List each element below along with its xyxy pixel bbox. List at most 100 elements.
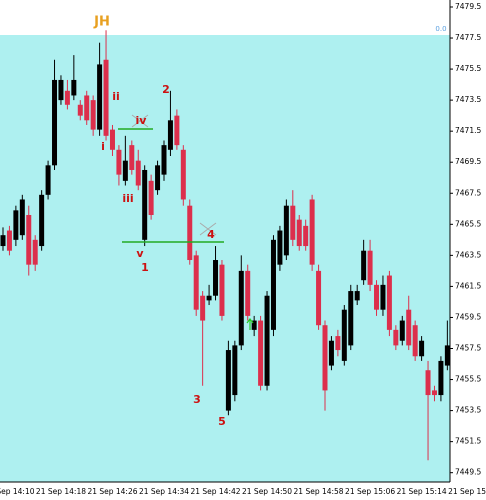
candle-body — [328, 340, 334, 366]
candle-body — [97, 64, 103, 130]
y-tick-label: 7457.5 — [455, 343, 481, 352]
candle-body — [142, 169, 148, 240]
candle-body — [386, 275, 392, 330]
annotation: JH — [93, 15, 110, 30]
annotation: 0.0 — [435, 25, 446, 33]
candle-body — [374, 284, 380, 310]
y-tick-label: 7477.5 — [455, 33, 481, 42]
y-tick-label: 7465.5 — [455, 219, 481, 228]
candle-body — [103, 59, 109, 136]
y-tick-label: 7451.5 — [455, 437, 481, 446]
annotation: 1 — [141, 261, 149, 274]
annotation: 3 — [193, 393, 201, 406]
y-tick-label: 7463.5 — [455, 250, 481, 259]
candle-body — [122, 160, 128, 181]
x-tick-label: 21 Sep 14:58 — [294, 487, 344, 496]
candle-body — [393, 329, 399, 346]
candle-body — [174, 115, 180, 146]
candle-body — [406, 309, 412, 346]
arrow — [246, 318, 254, 330]
candle-body — [264, 295, 270, 386]
candle-body — [361, 250, 367, 281]
annotation: iii — [122, 192, 133, 205]
y-tick-label: 7475.5 — [455, 64, 481, 73]
candle-body — [303, 225, 309, 247]
candle-body — [90, 100, 96, 130]
marker — [131, 114, 149, 128]
x-tick-label: 21 Sep 14:50 — [242, 487, 292, 496]
y-tick-label: 7473.5 — [455, 95, 481, 104]
candle-body — [77, 104, 83, 116]
candle-body — [206, 295, 212, 301]
candle-body — [258, 320, 264, 386]
candle-body — [348, 291, 354, 346]
y-tick-label: 7453.5 — [455, 406, 481, 415]
candle-body — [161, 145, 167, 175]
x-tick-label: 21 Sep 15:22 — [448, 487, 486, 496]
y-tick-label: 7467.5 — [455, 188, 481, 197]
y-tick-label: 7479.5 — [455, 2, 481, 11]
candle-body — [219, 264, 225, 316]
candle-body — [71, 79, 77, 96]
plot-area — [0, 35, 450, 482]
candle-body — [425, 370, 431, 396]
candle-body — [135, 160, 141, 186]
candle-body — [19, 199, 25, 236]
candle-body — [367, 250, 373, 285]
y-tick-label: 7455.5 — [455, 375, 481, 384]
candle-body — [64, 90, 70, 105]
candle-body — [39, 194, 45, 247]
candle-body — [277, 230, 283, 265]
candle-body — [187, 205, 193, 261]
candle-body — [13, 210, 19, 240]
candle-body — [412, 325, 418, 357]
candle-body — [316, 270, 322, 326]
annotation: i — [101, 140, 105, 153]
candle-body — [335, 336, 341, 351]
candle-body — [155, 165, 161, 191]
annotation: 4 — [207, 228, 215, 241]
candle-body — [129, 145, 135, 170]
candle-body — [341, 309, 347, 361]
candle-body — [290, 205, 296, 240]
candle-body — [116, 149, 122, 175]
candle-body — [193, 255, 199, 310]
candle-body — [245, 270, 251, 316]
candle-body — [431, 390, 437, 396]
candle-body — [438, 360, 444, 396]
x-tick-label: 21 Sep 15:06 — [345, 487, 395, 496]
candle-body — [270, 239, 276, 330]
annotation: iv — [136, 114, 148, 127]
x-tick-label: 21 Sep 14:10 — [0, 487, 35, 496]
candle-body — [213, 260, 219, 296]
annotation: 2 — [162, 83, 170, 96]
candle-body — [52, 79, 58, 166]
annotation: 5 — [218, 415, 226, 428]
x-tick-label: 21 Sep 14:26 — [87, 487, 137, 496]
y-tick-label: 7449.5 — [455, 468, 481, 477]
x-tick-label: 21 Sep 14:42 — [190, 487, 240, 496]
candle-body — [380, 284, 386, 310]
x-tick-label: 21 Sep 15:14 — [397, 487, 447, 496]
annotation: v — [136, 247, 144, 260]
candle-body — [399, 320, 405, 341]
marker — [199, 222, 217, 236]
candle-body — [419, 340, 425, 357]
candle-body — [296, 219, 302, 247]
candle-body — [148, 180, 154, 215]
candle-body — [45, 165, 51, 195]
candle-body — [32, 239, 38, 265]
candle-body — [251, 320, 257, 330]
candle-body — [283, 205, 289, 256]
candle-body — [309, 199, 315, 265]
y-tick-label: 7461.5 — [455, 281, 481, 290]
candle-body — [444, 345, 450, 366]
candle-body — [200, 295, 206, 321]
candle-body — [6, 230, 12, 251]
x-tick-label: 21 Sep 14:34 — [139, 487, 189, 496]
candle-body — [180, 149, 186, 200]
candle-body — [238, 270, 244, 346]
candle-body — [225, 350, 231, 411]
y-tick-label: 7469.5 — [455, 157, 481, 166]
